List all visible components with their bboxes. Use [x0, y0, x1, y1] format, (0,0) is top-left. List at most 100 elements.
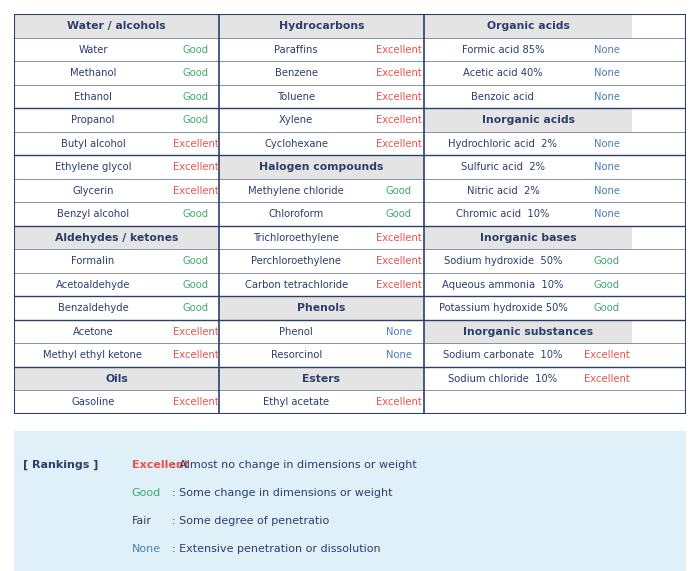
Text: Benzene: Benzene — [274, 68, 318, 78]
Text: Perchloroethylene: Perchloroethylene — [251, 256, 341, 266]
Text: Excellent: Excellent — [376, 115, 421, 125]
Text: Water / alcohols: Water / alcohols — [67, 21, 166, 31]
Text: Sodium hydroxide  50%: Sodium hydroxide 50% — [444, 256, 562, 266]
Bar — [14, 14, 219, 38]
Text: None: None — [386, 350, 412, 360]
Text: Good: Good — [594, 256, 620, 266]
Text: Acetoaldehyde: Acetoaldehyde — [56, 280, 130, 289]
Text: Good: Good — [386, 209, 412, 219]
Text: Excellent: Excellent — [376, 232, 421, 243]
Text: Sodium chloride  10%: Sodium chloride 10% — [448, 373, 557, 384]
Text: Methanol: Methanol — [70, 68, 116, 78]
Text: Good: Good — [594, 303, 620, 313]
Text: Excellent: Excellent — [376, 45, 421, 55]
Text: Phenols: Phenols — [298, 303, 346, 313]
Text: Cyclohexane: Cyclohexane — [264, 139, 328, 148]
Text: Good: Good — [183, 45, 209, 55]
Text: Benzoic acid: Benzoic acid — [471, 91, 534, 102]
Bar — [219, 367, 424, 391]
Text: Excellent: Excellent — [376, 68, 421, 78]
Text: Excellent: Excellent — [376, 139, 421, 148]
Text: Inorganic acids: Inorganic acids — [482, 115, 575, 125]
Text: None: None — [594, 68, 620, 78]
Text: Formalin: Formalin — [71, 256, 115, 266]
Text: Good: Good — [183, 280, 209, 289]
Text: Toluene: Toluene — [277, 91, 315, 102]
Text: Potassium hydroxide 50%: Potassium hydroxide 50% — [438, 303, 567, 313]
Text: Excellent: Excellent — [376, 256, 421, 266]
Text: None: None — [594, 45, 620, 55]
Text: Nitric acid  2%: Nitric acid 2% — [466, 186, 539, 196]
Text: [ Rankings ]: [ Rankings ] — [23, 460, 99, 470]
Text: Excellent: Excellent — [173, 139, 218, 148]
Text: : Almost no change in dimensions or weight: : Almost no change in dimensions or weig… — [172, 460, 416, 470]
Text: Xylene: Xylene — [279, 115, 314, 125]
Text: None: None — [594, 139, 620, 148]
Text: Excellent: Excellent — [584, 350, 630, 360]
Text: Excellent: Excellent — [132, 460, 188, 470]
Text: Ethanol: Ethanol — [74, 91, 112, 102]
Text: Good: Good — [183, 209, 209, 219]
Text: Excellent: Excellent — [173, 186, 218, 196]
Bar — [14, 367, 219, 391]
Text: Formic acid 85%: Formic acid 85% — [461, 45, 544, 55]
Text: Esters: Esters — [302, 373, 340, 384]
Text: Organic acids: Organic acids — [486, 21, 570, 31]
Text: Glycerin: Glycerin — [72, 186, 113, 196]
Text: Good: Good — [594, 280, 620, 289]
Text: Resorcinol: Resorcinol — [271, 350, 322, 360]
Text: Paraffins: Paraffins — [274, 45, 318, 55]
Text: Butyl alcohol: Butyl alcohol — [61, 139, 125, 148]
Text: Good: Good — [183, 68, 209, 78]
Text: Sodium carbonate  10%: Sodium carbonate 10% — [443, 350, 563, 360]
Text: Good: Good — [386, 186, 412, 196]
Text: Good: Good — [183, 91, 209, 102]
Text: Good: Good — [183, 256, 209, 266]
Text: Benzaldehyde: Benzaldehyde — [57, 303, 128, 313]
Text: None: None — [594, 186, 620, 196]
Text: Trichloroethylene: Trichloroethylene — [253, 232, 340, 243]
Text: : Extensive penetration or dissolution: : Extensive penetration or dissolution — [172, 544, 381, 554]
Text: Acetone: Acetone — [73, 327, 113, 337]
Text: Excellent: Excellent — [173, 327, 218, 337]
Text: Hydrochloric acid  2%: Hydrochloric acid 2% — [449, 139, 557, 148]
Text: Ethylene glycol: Ethylene glycol — [55, 162, 131, 172]
Text: Acetic acid 40%: Acetic acid 40% — [463, 68, 542, 78]
Text: Chromic acid  10%: Chromic acid 10% — [456, 209, 550, 219]
Text: Hydrocarbons: Hydrocarbons — [279, 21, 364, 31]
Text: Gasoline: Gasoline — [71, 397, 115, 407]
Text: None: None — [132, 544, 161, 554]
Text: Methylene chloride: Methylene chloride — [248, 186, 344, 196]
Text: Sulfuric acid  2%: Sulfuric acid 2% — [461, 162, 545, 172]
Bar — [219, 296, 424, 320]
Text: Inorganic substances: Inorganic substances — [463, 327, 593, 337]
Text: Benzyl alcohol: Benzyl alcohol — [57, 209, 129, 219]
Text: None: None — [386, 327, 412, 337]
Text: Fair: Fair — [132, 516, 152, 526]
Text: : Some degree of penetratio: : Some degree of penetratio — [172, 516, 329, 526]
Text: None: None — [594, 162, 620, 172]
Text: Good: Good — [183, 303, 209, 313]
Text: : Some change in dimensions or weight: : Some change in dimensions or weight — [172, 488, 393, 498]
Text: Excellent: Excellent — [376, 91, 421, 102]
Text: Methyl ethyl ketone: Methyl ethyl ketone — [43, 350, 143, 360]
Text: Oils: Oils — [105, 373, 128, 384]
Text: Chloroform: Chloroform — [269, 209, 324, 219]
Bar — [424, 14, 632, 38]
Text: Excellent: Excellent — [173, 162, 218, 172]
Text: Inorganic bases: Inorganic bases — [480, 232, 576, 243]
Text: Water: Water — [78, 45, 108, 55]
Text: None: None — [594, 91, 620, 102]
Text: Excellent: Excellent — [376, 397, 421, 407]
Text: Excellent: Excellent — [173, 397, 218, 407]
Text: Excellent: Excellent — [584, 373, 630, 384]
Text: Aqueous ammonia  10%: Aqueous ammonia 10% — [442, 280, 564, 289]
Text: Good: Good — [132, 488, 161, 498]
Text: None: None — [594, 209, 620, 219]
Bar — [219, 14, 424, 38]
Text: Ethyl acetate: Ethyl acetate — [263, 397, 329, 407]
Bar — [424, 108, 632, 132]
Text: Phenol: Phenol — [279, 327, 313, 337]
Bar — [14, 226, 219, 250]
Text: Excellent: Excellent — [376, 280, 421, 289]
